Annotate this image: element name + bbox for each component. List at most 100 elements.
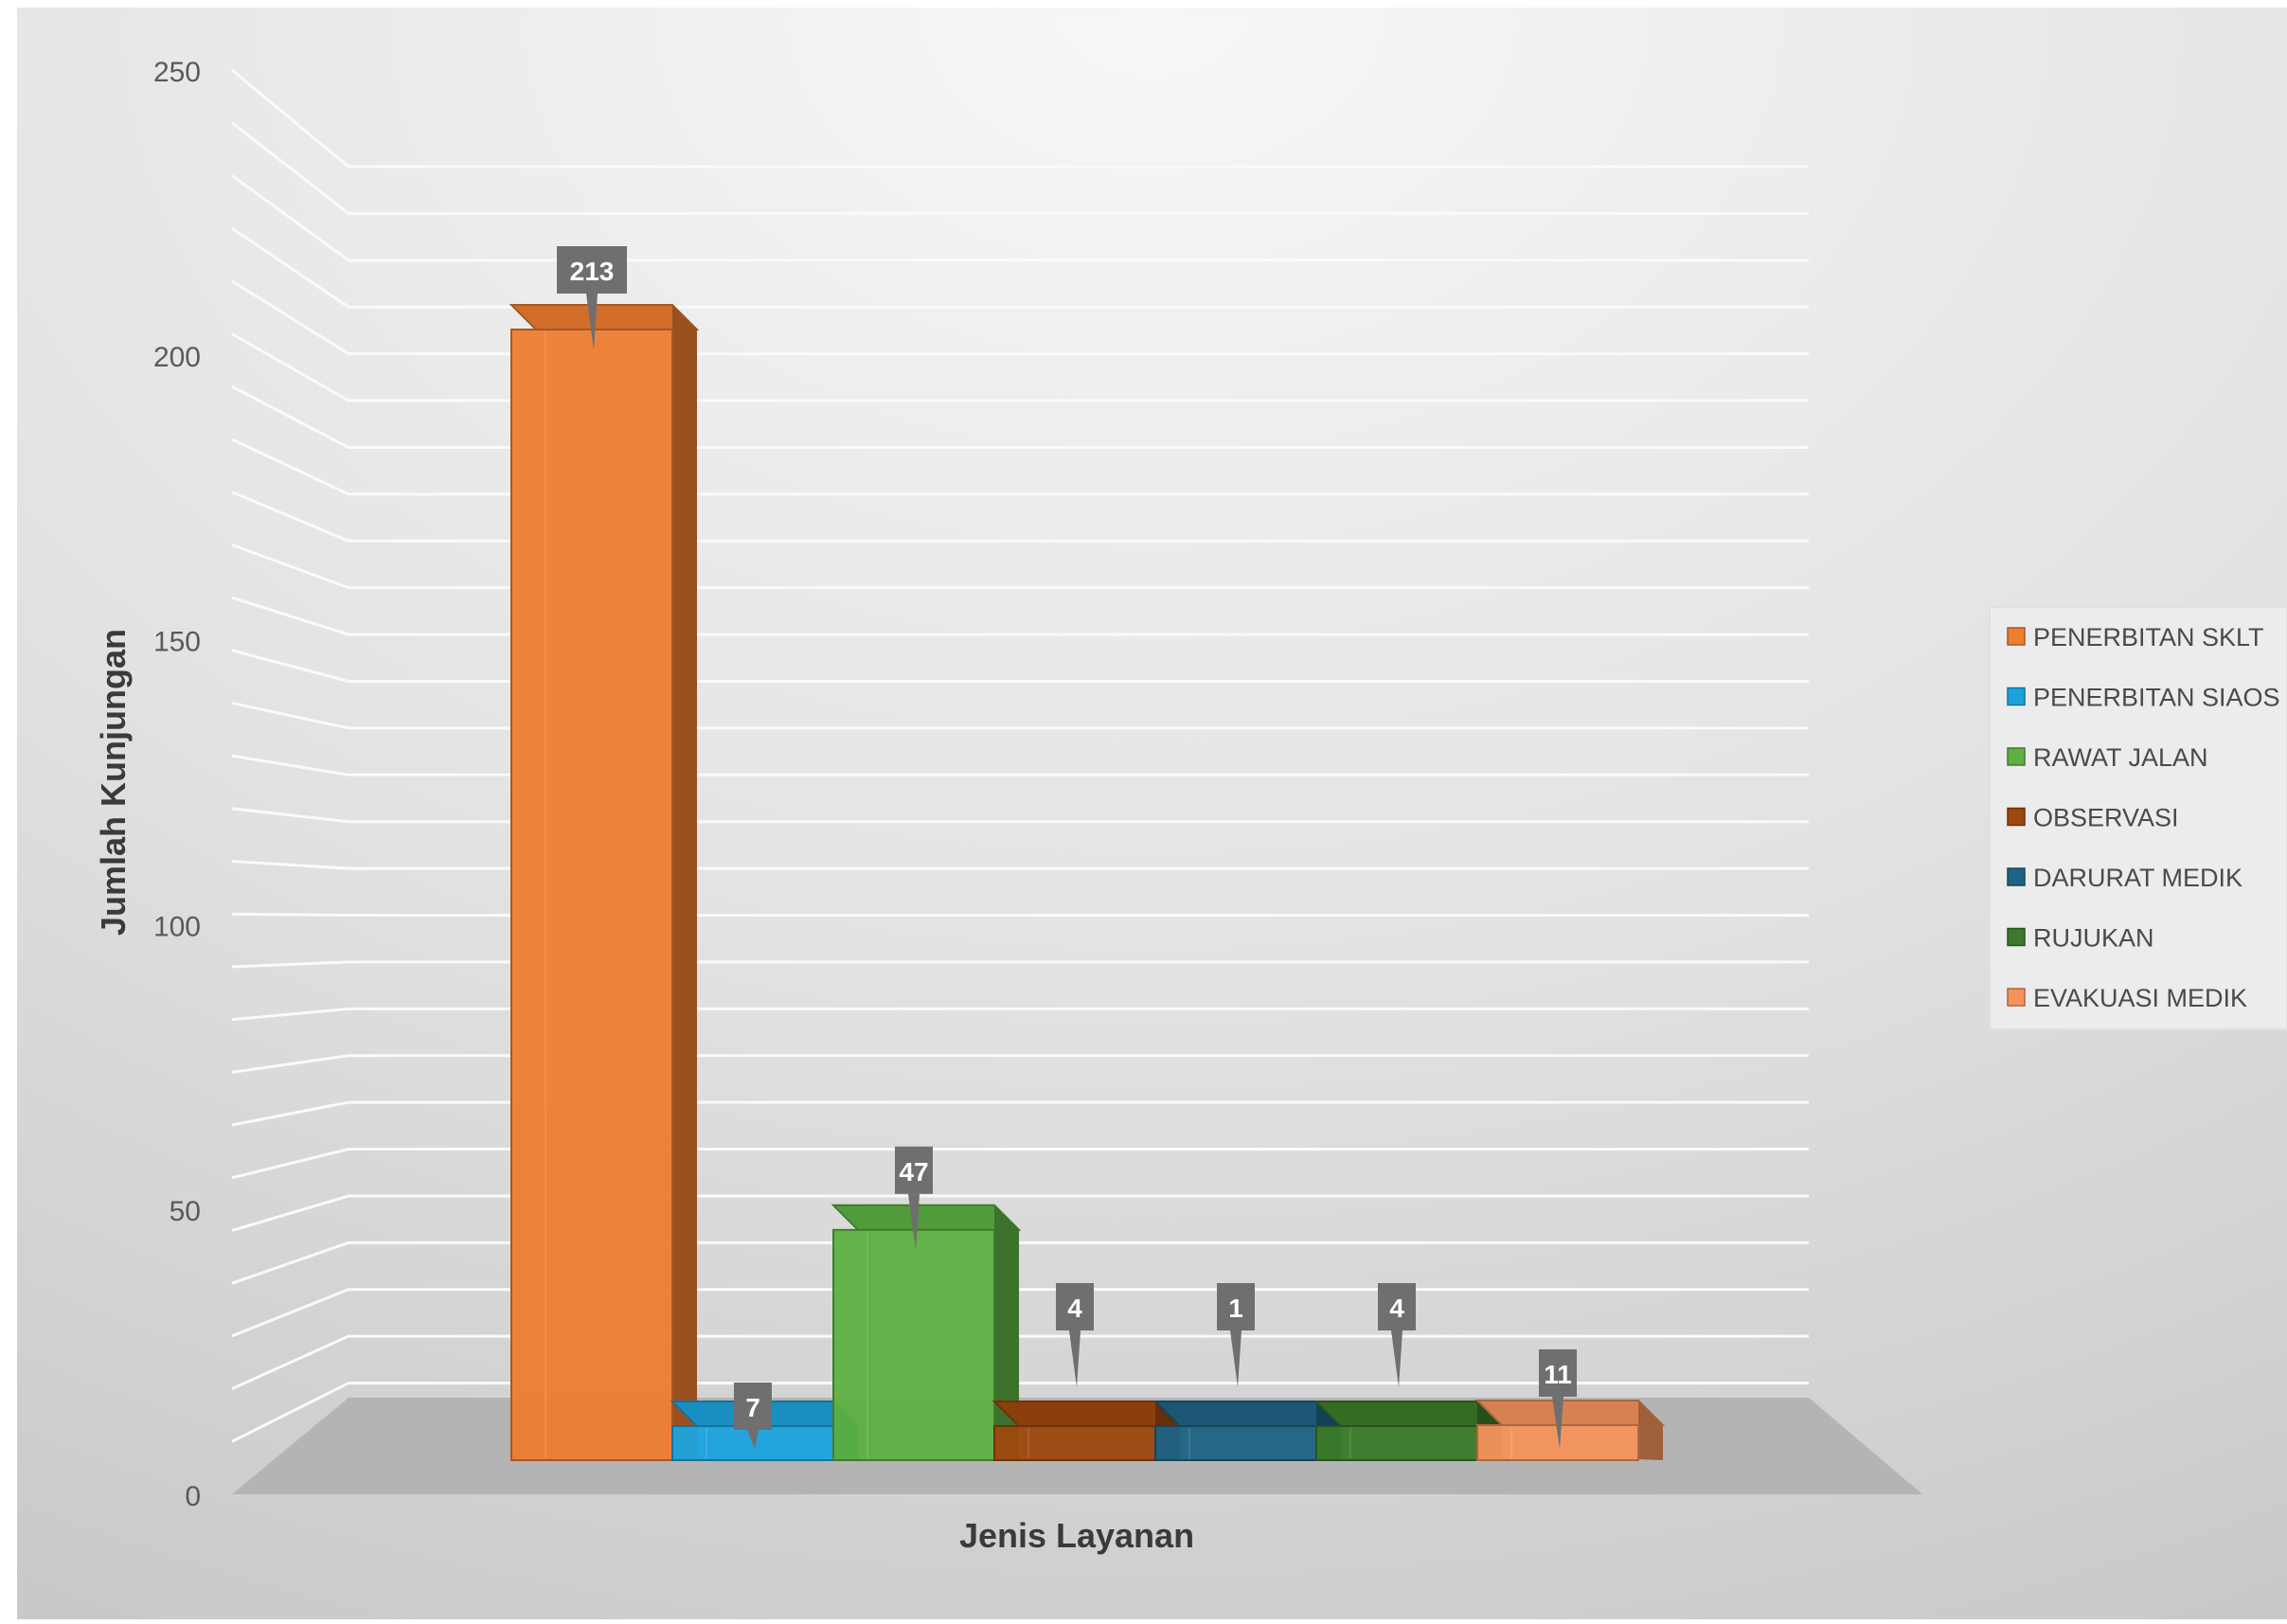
data-label: 213 — [557, 246, 627, 350]
bar — [831, 1204, 1022, 1461]
gridline — [231, 437, 1809, 496]
legend-entry: PENERBITAN SIAOS — [2007, 684, 2280, 712]
y-tick-label: 250 — [153, 57, 201, 88]
y-tick-label: 150 — [153, 627, 201, 658]
gridline — [231, 384, 1809, 449]
data-label-box — [1056, 1283, 1094, 1330]
data-label-text: 213 — [570, 257, 615, 286]
gridline — [231, 701, 1809, 730]
data-label-text: 47 — [899, 1157, 928, 1187]
bars — [509, 304, 1666, 1462]
data-label-box — [734, 1383, 772, 1430]
bar-top — [509, 304, 700, 330]
gridline — [231, 332, 1809, 402]
gridline — [231, 174, 1809, 262]
legend-entry: RUJUKAN — [2007, 924, 2154, 953]
legend-entry: DARURAT MEDIK — [2007, 864, 2242, 892]
data-label-text: 4 — [1067, 1294, 1082, 1323]
gridline — [231, 1148, 1809, 1180]
data-label-pointer — [1069, 1330, 1081, 1387]
data-label: 4 — [1378, 1283, 1416, 1387]
y-tick-label: 100 — [153, 911, 201, 942]
bar-front — [993, 1425, 1156, 1461]
gridline — [231, 754, 1809, 776]
data-label-text: 7 — [745, 1393, 760, 1422]
data-labels: 213 7 47 4 1 4 11 — [557, 246, 1577, 1449]
legend-label: PENERBITAN SKLT — [2033, 623, 2264, 651]
data-label-pointer — [1552, 1397, 1563, 1449]
bar-side — [1638, 1400, 1663, 1460]
gridline — [231, 226, 1809, 309]
gridline — [231, 649, 1809, 683]
gridline — [231, 1382, 1809, 1443]
gridlines — [231, 68, 1809, 1443]
chart-background — [17, 8, 2287, 1619]
gridline — [231, 1194, 1809, 1232]
data-label-text: 4 — [1389, 1294, 1404, 1323]
legend-swatch — [2007, 867, 2026, 886]
data-label: 7 — [734, 1383, 772, 1449]
y-tick-label: 0 — [185, 1481, 201, 1512]
gridline — [231, 1288, 1809, 1338]
bar-front — [832, 1228, 995, 1461]
bar-top — [831, 1204, 1022, 1231]
data-label-pointer — [747, 1430, 759, 1449]
gridline — [231, 1240, 1809, 1285]
x-axis-title: Jenis Layanan — [959, 1516, 1194, 1555]
legend-entry: EVAKUASI MEDIK — [2007, 984, 2247, 1012]
gridline — [231, 912, 1809, 918]
legend-swatch — [2007, 687, 2026, 706]
legend-label: PENERBITAN SIAOS — [2033, 684, 2280, 712]
y-axis-ticks: 0 50 100 150 200 250 — [153, 57, 201, 1512]
gridline — [231, 121, 1809, 215]
gridline — [231, 1054, 1809, 1074]
gridline — [231, 1334, 1809, 1390]
bar-side — [994, 1205, 1019, 1460]
data-label-box — [1217, 1283, 1255, 1330]
bar-top — [1152, 1401, 1344, 1427]
y-axis-title: Jumlah Kunjungan — [94, 629, 133, 936]
data-label-box — [1378, 1283, 1416, 1330]
data-label: 11 — [1539, 1349, 1577, 1449]
gridline — [231, 279, 1809, 356]
data-label-box — [557, 246, 627, 294]
legend: PENERBITAN SKLT PENERBITAN SIAOS RAWAT JAL… — [1989, 606, 2287, 1030]
legend-entry: OBSERVASI — [2007, 804, 2179, 832]
bar-side — [672, 305, 697, 1460]
legend-swatch — [2007, 807, 2026, 827]
bar — [992, 1401, 1183, 1461]
bar-top — [1313, 1401, 1505, 1427]
bar — [1313, 1401, 1505, 1461]
bar-front — [510, 329, 673, 1461]
gridline — [231, 860, 1809, 870]
legend-entry: PENERBITAN SKLT — [2007, 623, 2264, 651]
legend-label: DARURAT MEDIK — [2033, 864, 2242, 892]
data-label: 47 — [895, 1146, 933, 1251]
bar — [1152, 1401, 1344, 1461]
legend-label: OBSERVASI — [2033, 804, 2179, 832]
data-label-pointer — [908, 1193, 920, 1251]
bar-front — [1154, 1425, 1317, 1461]
gridline — [231, 807, 1809, 824]
bar-top — [1474, 1399, 1666, 1426]
gridline — [231, 1007, 1809, 1022]
bar-top — [992, 1401, 1183, 1427]
y-tick-label: 50 — [170, 1196, 201, 1227]
legend-swatch — [2007, 927, 2026, 947]
data-label-pointer — [1391, 1330, 1403, 1387]
data-label-box — [1539, 1349, 1577, 1397]
data-label: 4 — [1056, 1283, 1094, 1387]
gridline — [231, 491, 1809, 543]
data-label-text: 11 — [1544, 1360, 1572, 1389]
bar — [509, 304, 700, 1461]
gridline — [231, 543, 1809, 590]
data-label: 1 — [1217, 1283, 1255, 1387]
legend-swatch — [2007, 627, 2026, 646]
gridline — [231, 960, 1809, 969]
gridline — [231, 68, 1809, 169]
data-label-pointer — [586, 294, 598, 350]
bar-front — [1315, 1425, 1478, 1461]
legend-label: EVAKUASI MEDIK — [2033, 984, 2247, 1012]
